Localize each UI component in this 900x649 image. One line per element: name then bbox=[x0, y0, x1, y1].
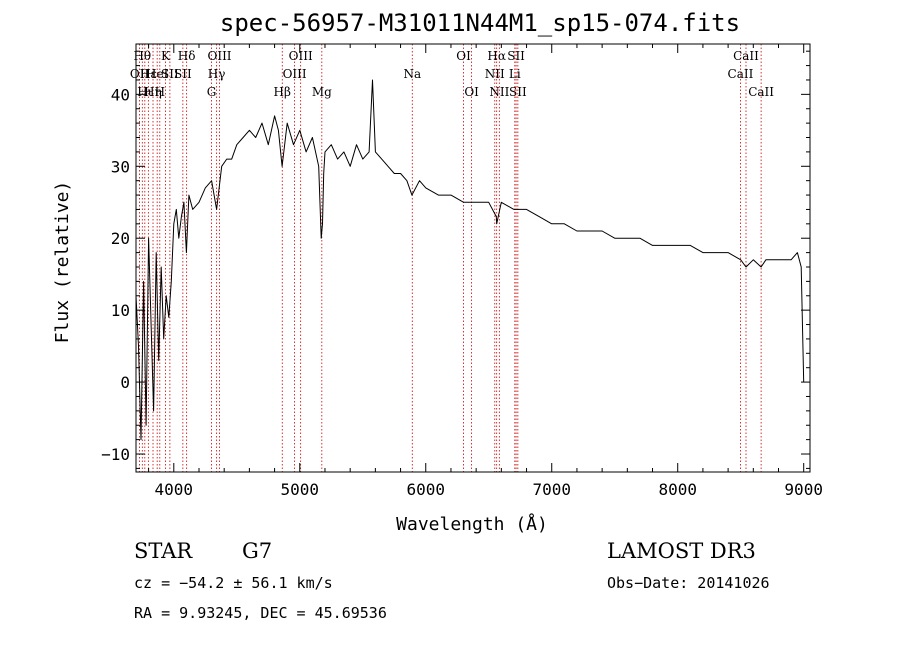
obs-date: Obs−Date: 20141026 bbox=[607, 574, 770, 592]
line-label: Hδ bbox=[178, 49, 196, 63]
line-labels: OIIHθHιHεHηHeIHKSIIHδSIIGHγOIIIHβOIIIOII… bbox=[130, 49, 774, 99]
y-tick-label: −10 bbox=[101, 445, 130, 464]
line-label: OIII bbox=[283, 67, 307, 81]
spectrum-series bbox=[135, 79, 805, 441]
line-label: OIII bbox=[207, 49, 231, 63]
coordinates: RA = 9.93245, DEC = 45.69536 bbox=[134, 604, 387, 622]
x-tick-label: 9000 bbox=[784, 480, 823, 499]
x-tick-label: 7000 bbox=[532, 480, 571, 499]
line-label: OI bbox=[456, 49, 471, 63]
line-label: SII bbox=[509, 85, 527, 99]
line-label: CaII bbox=[733, 49, 759, 63]
line-label: Hγ bbox=[208, 67, 226, 81]
line-label: G bbox=[207, 85, 217, 99]
line-label: CaII bbox=[748, 85, 774, 99]
line-label: OII bbox=[130, 67, 150, 81]
line-label: SII bbox=[161, 67, 179, 81]
x-tick-label: 4000 bbox=[155, 480, 194, 499]
y-tick-label: 20 bbox=[111, 229, 130, 248]
line-label: Hθ bbox=[133, 49, 151, 63]
line-label: NII bbox=[485, 67, 505, 81]
line-label: K bbox=[161, 49, 171, 63]
line-label: Hα bbox=[487, 49, 506, 63]
line-markers bbox=[139, 44, 762, 472]
line-label: Na bbox=[403, 67, 421, 81]
y-tick-label: 40 bbox=[111, 85, 130, 104]
y-tick-label: 10 bbox=[111, 301, 130, 320]
x-axis-label: Wavelength (Å) bbox=[396, 513, 548, 535]
line-label: Hε bbox=[140, 67, 157, 81]
survey-name: LAMOST DR3 bbox=[607, 539, 756, 563]
line-label: OI bbox=[464, 85, 479, 99]
line-label: H bbox=[155, 85, 165, 99]
line-label: Hβ bbox=[274, 85, 291, 99]
line-label: Hη bbox=[144, 85, 162, 99]
x-tick-label: 5000 bbox=[281, 480, 320, 499]
y-tick-label: 0 bbox=[120, 373, 130, 392]
redshift-text: cz = −54.2 ± 56.1 km/s bbox=[134, 574, 333, 592]
spectrum-line bbox=[135, 79, 805, 441]
object-class: STAR bbox=[134, 539, 193, 563]
line-label: SII bbox=[174, 67, 192, 81]
x-tick-label: 6000 bbox=[406, 480, 445, 499]
line-label: NII bbox=[489, 85, 509, 99]
line-label: Li bbox=[509, 67, 521, 81]
line-label: OIII bbox=[289, 49, 313, 63]
line-label: SII bbox=[507, 49, 525, 63]
axis-ticks: 4000 5000 6000 7000 8000 9000 −10 0 10 20 30 40 bbox=[101, 44, 823, 499]
line-label: Mg bbox=[312, 85, 332, 99]
line-label: HeI bbox=[146, 67, 169, 81]
spectral-subclass: G7 bbox=[242, 539, 273, 563]
plot-frame bbox=[135, 43, 811, 473]
y-tick-label: 30 bbox=[111, 157, 130, 176]
line-label: Hι bbox=[137, 85, 152, 99]
y-axis-label: Flux (relative) bbox=[52, 181, 73, 344]
x-tick-label: 8000 bbox=[658, 480, 697, 499]
chart-title: spec-56957-M31011N44M1_sp15-074.fits bbox=[220, 9, 740, 37]
line-label: CaII bbox=[728, 67, 754, 81]
